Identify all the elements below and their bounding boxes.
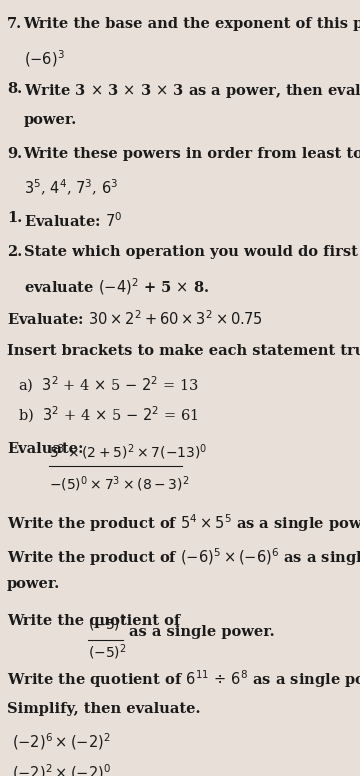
Text: $(-6)^3$: $(-6)^3$	[23, 48, 64, 69]
Text: Evaluate:: Evaluate:	[7, 442, 84, 456]
Text: a)  $3^2$ + 4 $\times$ 5 $-$ $2^2$ = 13: a) $3^2$ + 4 $\times$ 5 $-$ $2^2$ = 13	[18, 374, 199, 395]
Text: b)  $3^2$ + 4 $\times$ 5 $-$ $2^2$ = 61: b) $3^2$ + 4 $\times$ 5 $-$ $2^2$ = 61	[18, 405, 198, 425]
Text: Write the product of $5^4 \times 5^5$ as a single power.: Write the product of $5^4 \times 5^5$ as…	[7, 513, 360, 535]
Text: Write the quotient of: Write the quotient of	[7, 615, 180, 629]
Text: Write the base and the exponent of this power:: Write the base and the exponent of this …	[23, 17, 360, 31]
Text: $(-5)^7$: $(-5)^7$	[88, 615, 127, 634]
Text: Insert brackets to make each statement true.: Insert brackets to make each statement t…	[7, 344, 360, 358]
Text: State which operation you would do first to: State which operation you would do first…	[23, 245, 360, 259]
Text: power.: power.	[23, 113, 77, 126]
Text: Evaluate: $30 \times 2^2 + 60 \times 3^2 \times 0.75$: Evaluate: $30 \times 2^2 + 60 \times 3^2…	[7, 310, 262, 328]
Text: 2.: 2.	[7, 245, 22, 259]
Text: evaluate $(-4)^2$ + 5 $\times$ 8.: evaluate $(-4)^2$ + 5 $\times$ 8.	[23, 276, 209, 296]
Text: Write the product of $(-6)^5 \times (-6)^6$ as a single: Write the product of $(-6)^5 \times (-6)…	[7, 546, 360, 568]
Text: $5^3 \times (2+5)^2 \times 7(-13)^0$: $5^3 \times (2+5)^2 \times 7(-13)^0$	[49, 442, 208, 462]
Text: Evaluate: $7^0$: Evaluate: $7^0$	[23, 211, 122, 230]
Text: as a single power.: as a single power.	[129, 625, 274, 639]
Text: Write the quotient of $6^{11}$ $\div$ $6^8$ as a single power.: Write the quotient of $6^{11}$ $\div$ $6…	[7, 668, 360, 690]
Text: power.: power.	[7, 577, 60, 591]
Text: 9.: 9.	[7, 147, 22, 161]
Text: Write these powers in order from least to greatest.: Write these powers in order from least t…	[23, 147, 360, 161]
Text: $3^5$, $4^4$, $7^3$, $6^3$: $3^5$, $4^4$, $7^3$, $6^3$	[23, 178, 118, 198]
Text: $(-5)^2$: $(-5)^2$	[88, 642, 127, 662]
Text: 8.: 8.	[7, 82, 22, 96]
Text: Simplify, then evaluate.: Simplify, then evaluate.	[7, 702, 201, 716]
Text: Write 3 $\times$ 3 $\times$ 3 $\times$ 3 as a power, then evaluate the: Write 3 $\times$ 3 $\times$ 3 $\times$ 3…	[23, 82, 360, 100]
Text: $(-2)^6 \times (-2)^2$: $(-2)^6 \times (-2)^2$	[13, 731, 111, 752]
Text: $(-2)^2 \times (-2)^0$: $(-2)^2 \times (-2)^0$	[13, 762, 111, 776]
Text: $-(5)^0 \times 7^3 \times (8-3)^2$: $-(5)^0 \times 7^3 \times (8-3)^2$	[49, 474, 190, 494]
Text: 1.: 1.	[7, 211, 22, 225]
Text: 7.: 7.	[7, 17, 22, 31]
